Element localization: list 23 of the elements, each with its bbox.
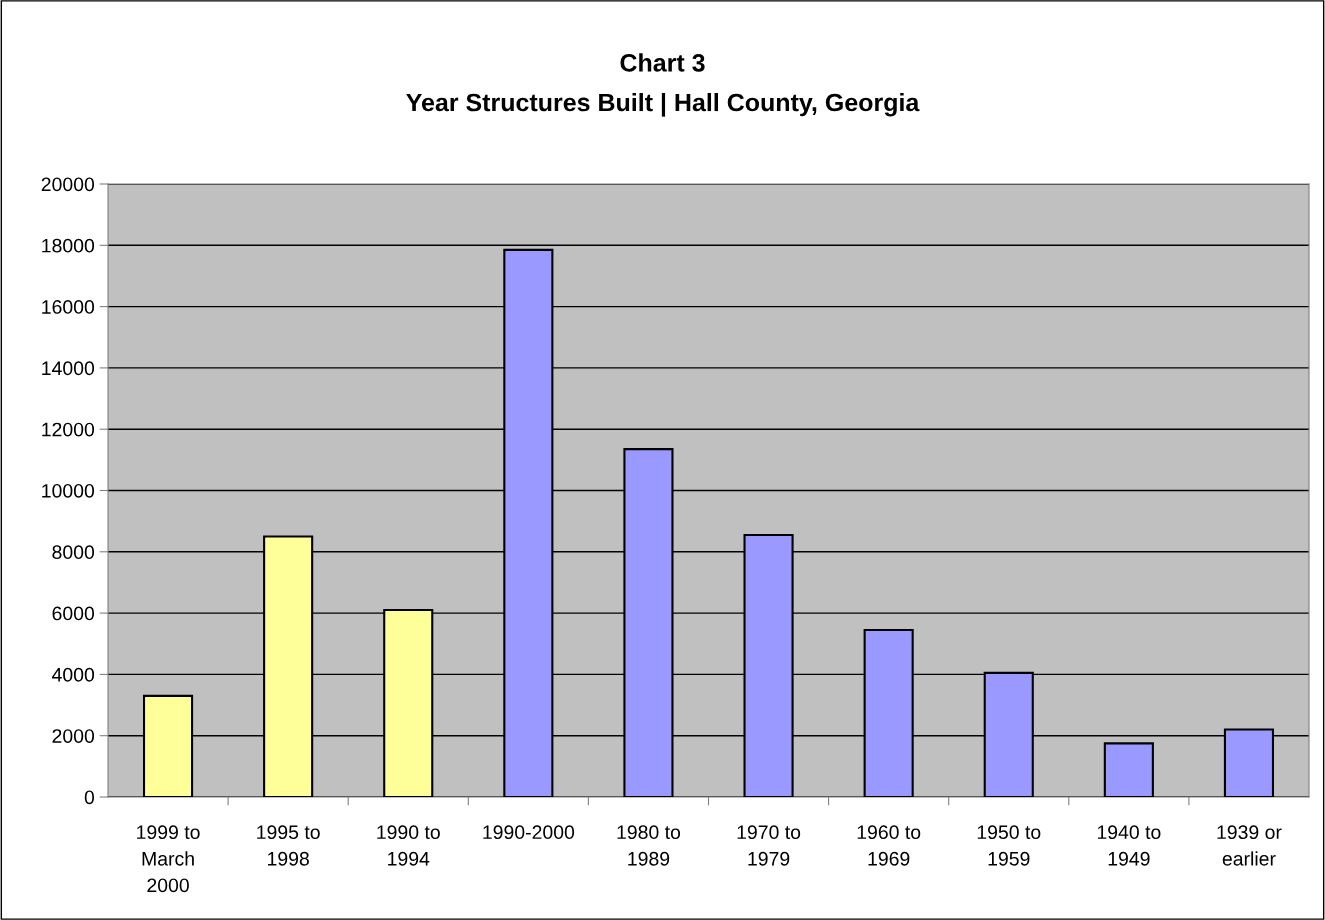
x-tick-label: 1980 to 1989 bbox=[617, 825, 681, 866]
chart-title: Chart 3 Year Structures Built | Hall County, Georgia bbox=[406, 53, 920, 117]
y-tick-label: 12000 bbox=[42, 422, 95, 437]
x-tick-label: 1995 to 1998 bbox=[257, 825, 320, 866]
x-tick-label: 1940 to 1949 bbox=[1097, 825, 1161, 866]
x-tick-label: 1990 to 1994 bbox=[377, 825, 440, 866]
y-tick-label: 20000 bbox=[41, 177, 95, 192]
y-tick-label: 10000 bbox=[42, 483, 95, 498]
x-tick-label: 1999 to March 2000 bbox=[137, 825, 200, 893]
x-tick-label: 1960 to 1969 bbox=[857, 825, 921, 866]
x-tick-label: 1990-2000 bbox=[483, 825, 575, 840]
x-tick-label: 1939 or earlier bbox=[1217, 825, 1282, 866]
y-tick-label: 16000 bbox=[42, 300, 95, 314]
y-tick-label: 6000 bbox=[52, 606, 95, 621]
y-tick-label: 18000 bbox=[42, 238, 95, 253]
y-tick-label: 14000 bbox=[42, 361, 95, 376]
x-tick-label: 1970 to 1979 bbox=[737, 825, 801, 866]
y-tick-label: 2000 bbox=[52, 729, 95, 743]
x-tick-label: 1950 to 1959 bbox=[977, 825, 1041, 866]
bar bbox=[1103, 742, 1154, 797]
y-tick-label: 8000 bbox=[52, 545, 95, 560]
y-tick-label: 4000 bbox=[52, 667, 95, 682]
y-tick-label: 0 bbox=[84, 790, 95, 805]
